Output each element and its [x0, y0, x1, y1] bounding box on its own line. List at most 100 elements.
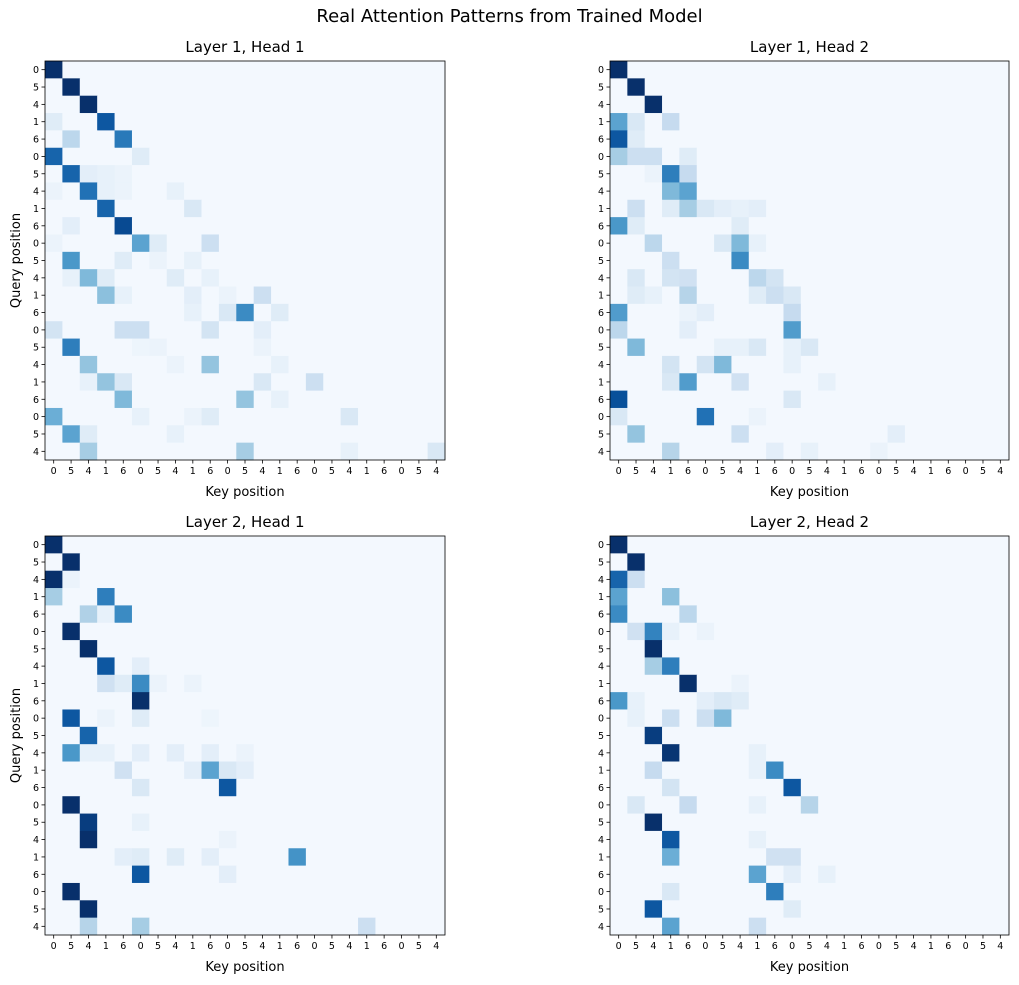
heatmap-cell — [358, 900, 376, 919]
heatmap-cell — [748, 199, 767, 218]
heatmap-cell — [323, 640, 342, 658]
heatmap-cell — [818, 61, 836, 79]
heatmap-cell — [835, 900, 854, 919]
heatmap-cell — [887, 182, 906, 201]
heatmap-cell — [323, 251, 342, 270]
heatmap-cell — [766, 199, 784, 218]
heatmap-cell — [236, 640, 255, 658]
x-tick-label: 6 — [294, 466, 300, 477]
heatmap-cell — [974, 61, 993, 79]
heatmap-cell — [627, 830, 646, 849]
heatmap-cell — [696, 373, 715, 392]
heatmap-cell — [288, 622, 307, 641]
x-tick-label: 6 — [207, 466, 213, 477]
heatmap-cell — [392, 709, 411, 728]
heatmap-cell — [62, 95, 81, 114]
heatmap-cell — [731, 900, 750, 919]
heatmap-cell — [922, 622, 941, 641]
y-tick-label: 5 — [598, 644, 604, 655]
heatmap-cell — [375, 744, 394, 762]
heatmap-cell — [974, 425, 993, 444]
heatmap-cell — [800, 917, 819, 936]
heatmap-cell — [375, 796, 394, 814]
heatmap-cell — [835, 355, 854, 374]
heatmap-cell — [184, 605, 202, 624]
heatmap-cell — [131, 848, 150, 867]
heatmap-cell — [835, 199, 854, 218]
heatmap-cell — [288, 744, 307, 762]
heatmap-cell — [679, 355, 698, 374]
heatmap-cell — [375, 95, 394, 114]
heatmap-cell — [870, 813, 888, 832]
heatmap-cell — [166, 900, 185, 919]
heatmap-cell — [731, 113, 750, 131]
x-tick-label: 0 — [616, 466, 622, 477]
heatmap-cell — [887, 588, 906, 606]
heatmap-cell — [610, 848, 628, 867]
heatmap-cell — [870, 692, 888, 710]
heatmap-cell — [662, 269, 680, 287]
heatmap-cell — [610, 303, 628, 322]
heatmap-cell — [818, 373, 836, 392]
heatmap-cell — [956, 147, 975, 166]
heatmap-cell — [358, 442, 376, 461]
heatmap-cell — [358, 251, 376, 270]
heatmap-cell — [305, 217, 324, 235]
heatmap-cell — [340, 796, 359, 814]
heatmap-cell — [184, 234, 202, 253]
heatmap-cell — [731, 830, 750, 849]
heatmap-cell — [627, 536, 646, 554]
x-tick-label: 5 — [416, 941, 422, 952]
heatmap-cell — [410, 605, 429, 624]
heatmap-cell — [131, 622, 150, 641]
heatmap-cell — [201, 778, 220, 797]
x-tick-label: 4 — [433, 466, 439, 477]
heatmap-cell — [288, 286, 307, 305]
heatmap-cell — [870, 425, 888, 444]
heatmap-cell — [974, 165, 993, 183]
heatmap-cell — [149, 657, 168, 676]
y-tick-label: 1 — [598, 852, 604, 863]
heatmap-cell — [870, 588, 888, 606]
heatmap-cell — [939, 130, 958, 149]
heatmap-cell — [184, 407, 202, 426]
heatmap-cell — [783, 900, 802, 919]
heatmap-cell — [45, 605, 63, 624]
heatmap-cell — [271, 640, 289, 658]
heatmap-cell — [974, 338, 993, 357]
heatmap-cell — [748, 182, 767, 201]
heatmap-cell — [305, 605, 324, 624]
heatmap-cell — [731, 199, 750, 218]
heatmap-cell — [323, 390, 342, 409]
heatmap-cell — [939, 78, 958, 97]
heatmap-cell — [852, 269, 871, 287]
heatmap-cell — [610, 199, 628, 218]
heatmap-cell — [114, 692, 133, 710]
heatmap-cell — [870, 147, 888, 166]
heatmap-cell — [783, 640, 802, 658]
heatmap-cell — [939, 355, 958, 374]
heatmap-cell — [375, 640, 394, 658]
heatmap-cell — [323, 442, 342, 461]
heatmap-cell — [922, 234, 941, 253]
heatmap-cell — [236, 217, 255, 235]
heatmap-cell — [184, 882, 202, 901]
heatmap-cell — [783, 217, 802, 235]
heatmap-cell — [79, 778, 98, 797]
heatmap-cell — [340, 442, 359, 461]
heatmap-cell — [184, 251, 202, 270]
heatmap-cell — [427, 425, 446, 444]
heatmap-cell — [800, 778, 819, 797]
heatmap-cell — [62, 234, 81, 253]
heatmap-cell — [783, 553, 802, 572]
heatmap-cell — [392, 657, 411, 676]
heatmap-cell — [627, 199, 646, 218]
heatmap-cell — [800, 761, 819, 780]
heatmap-cell — [305, 442, 324, 461]
heatmap-cell — [288, 917, 307, 936]
y-tick-label: 4 — [33, 447, 39, 458]
heatmap-cell — [45, 130, 63, 149]
heatmap-cell — [410, 286, 429, 305]
heatmap-cell — [696, 303, 715, 322]
y-tick-label: 1 — [598, 204, 604, 215]
